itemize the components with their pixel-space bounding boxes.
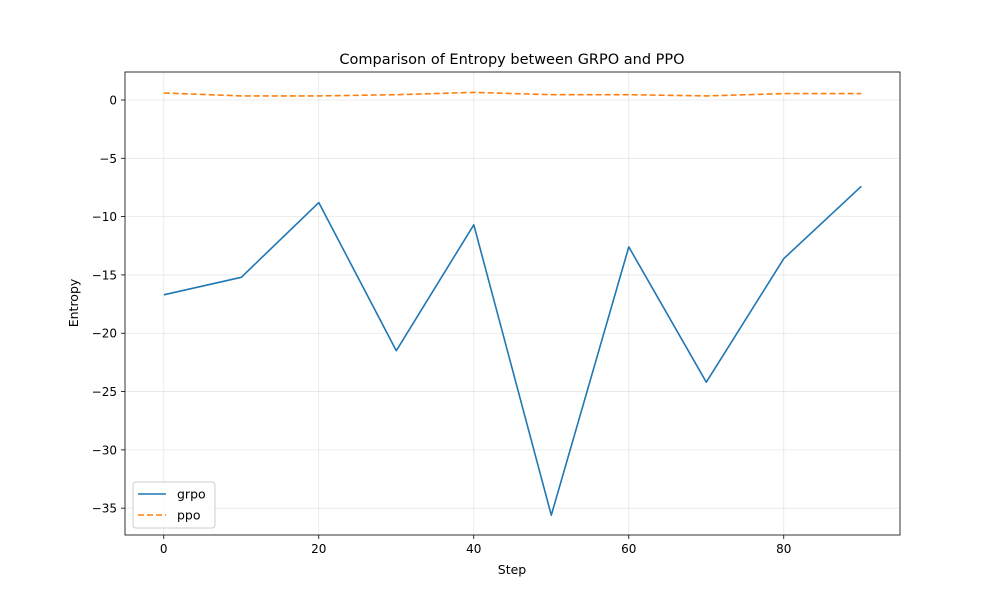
x-axis-label: Step	[498, 562, 527, 577]
y-tick-label: −10	[92, 210, 117, 224]
legend-label-grpo: grpo	[177, 487, 206, 502]
series-line-ppo	[163, 91, 862, 97]
series-line-grpo	[163, 185, 862, 517]
x-tick-label: 20	[311, 542, 326, 556]
plot-frame	[124, 71, 901, 536]
y-tick-label: −35	[92, 502, 117, 516]
y-tick-label: −15	[92, 268, 117, 282]
x-tick-label: 0	[160, 542, 168, 556]
y-tick-label: −25	[92, 385, 117, 399]
legend-label-ppo: ppo	[177, 508, 201, 523]
grid	[125, 72, 900, 535]
legend: grpo ppo	[132, 481, 216, 529]
chart-title: Comparison of Entropy between GRPO and P…	[339, 52, 684, 68]
y-axis-label: Entropy	[66, 278, 81, 327]
y-tick-label: 0	[109, 93, 117, 107]
x-tick-label: 80	[776, 542, 791, 556]
x-tick-label: 60	[621, 542, 636, 556]
y-tick-label: −5	[99, 152, 117, 166]
y-tick-label: −30	[92, 443, 117, 457]
axis-ticks: 0 20 40 60 80 0 −5 −10 −15 −20 −25 −30 −35	[92, 93, 792, 556]
series-layer	[163, 91, 862, 517]
x-tick-label: 40	[466, 542, 481, 556]
y-tick-label: −20	[92, 327, 117, 341]
